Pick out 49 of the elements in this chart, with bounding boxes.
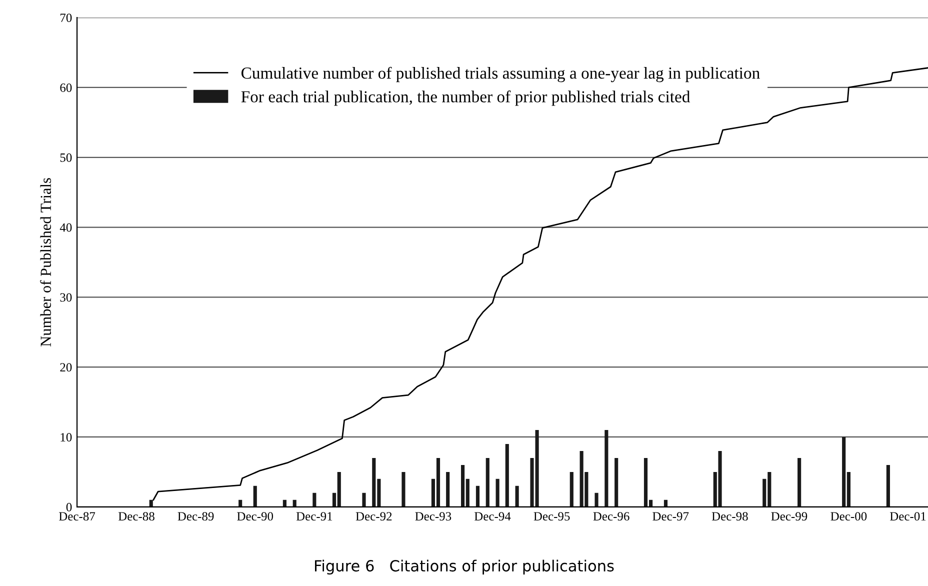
x-tick-label: Dec-94 [474, 512, 511, 521]
bar [253, 486, 257, 507]
y-tick-label: 60 [60, 84, 72, 92]
bar [402, 472, 406, 507]
y-tick-label: 0 [66, 502, 72, 512]
x-tick-label: Dec-99 [771, 512, 808, 521]
x-tick-label: Dec-97 [652, 512, 689, 521]
x-tick-label: Dec-96 [593, 512, 630, 521]
bar [886, 464, 890, 507]
text: Figure 6 Citations of prior publications [315, 560, 614, 575]
bar [496, 478, 500, 507]
line-series [152, 67, 928, 501]
x-tick-label: Dec-00 [830, 512, 867, 521]
x-tick-label: Dec-87 [58, 512, 96, 521]
bar [292, 500, 296, 507]
bar [149, 500, 153, 507]
x-tick-label: Dec-90 [237, 512, 274, 521]
x-tick-label: Dec-92 [356, 512, 392, 521]
bar [282, 500, 286, 507]
bar [312, 492, 316, 507]
bar [614, 458, 618, 507]
y-tick-label: 10 [60, 433, 72, 442]
bar [664, 500, 668, 507]
bar [798, 458, 802, 507]
bar [486, 458, 490, 507]
y-tick-label: 70 [60, 14, 72, 22]
x-tick-label: Dec-93 [415, 512, 452, 521]
x-tick-label: Dec-91 [296, 512, 332, 521]
x-tick-label: Dec-98 [712, 512, 748, 521]
bar [238, 500, 242, 507]
y-tick-label: 50 [60, 153, 72, 162]
x-tick-label: Dec-01 [890, 512, 926, 521]
bar [515, 486, 519, 507]
bar [570, 472, 574, 507]
y-axis-title: Number of Published Trials [40, 178, 52, 346]
bar [446, 472, 450, 507]
bar [594, 492, 598, 507]
x-tick-label: Dec-89 [178, 512, 214, 521]
bar [362, 492, 366, 507]
bar [505, 444, 509, 507]
bar [604, 430, 608, 507]
legend-label: Cumulative number of published trials assuming a one-year lag in publication [241, 66, 760, 82]
bar [476, 486, 480, 507]
legend-label: For each trial publication, the number of prior published trials cited [241, 90, 690, 106]
y-tick-label: 30 [60, 293, 72, 302]
y-tick-label: 20 [60, 363, 72, 372]
x-tick-label: Dec-95 [534, 512, 570, 521]
x-tick-label: Dec-88 [118, 512, 154, 521]
y-tick-label: 40 [60, 223, 72, 232]
